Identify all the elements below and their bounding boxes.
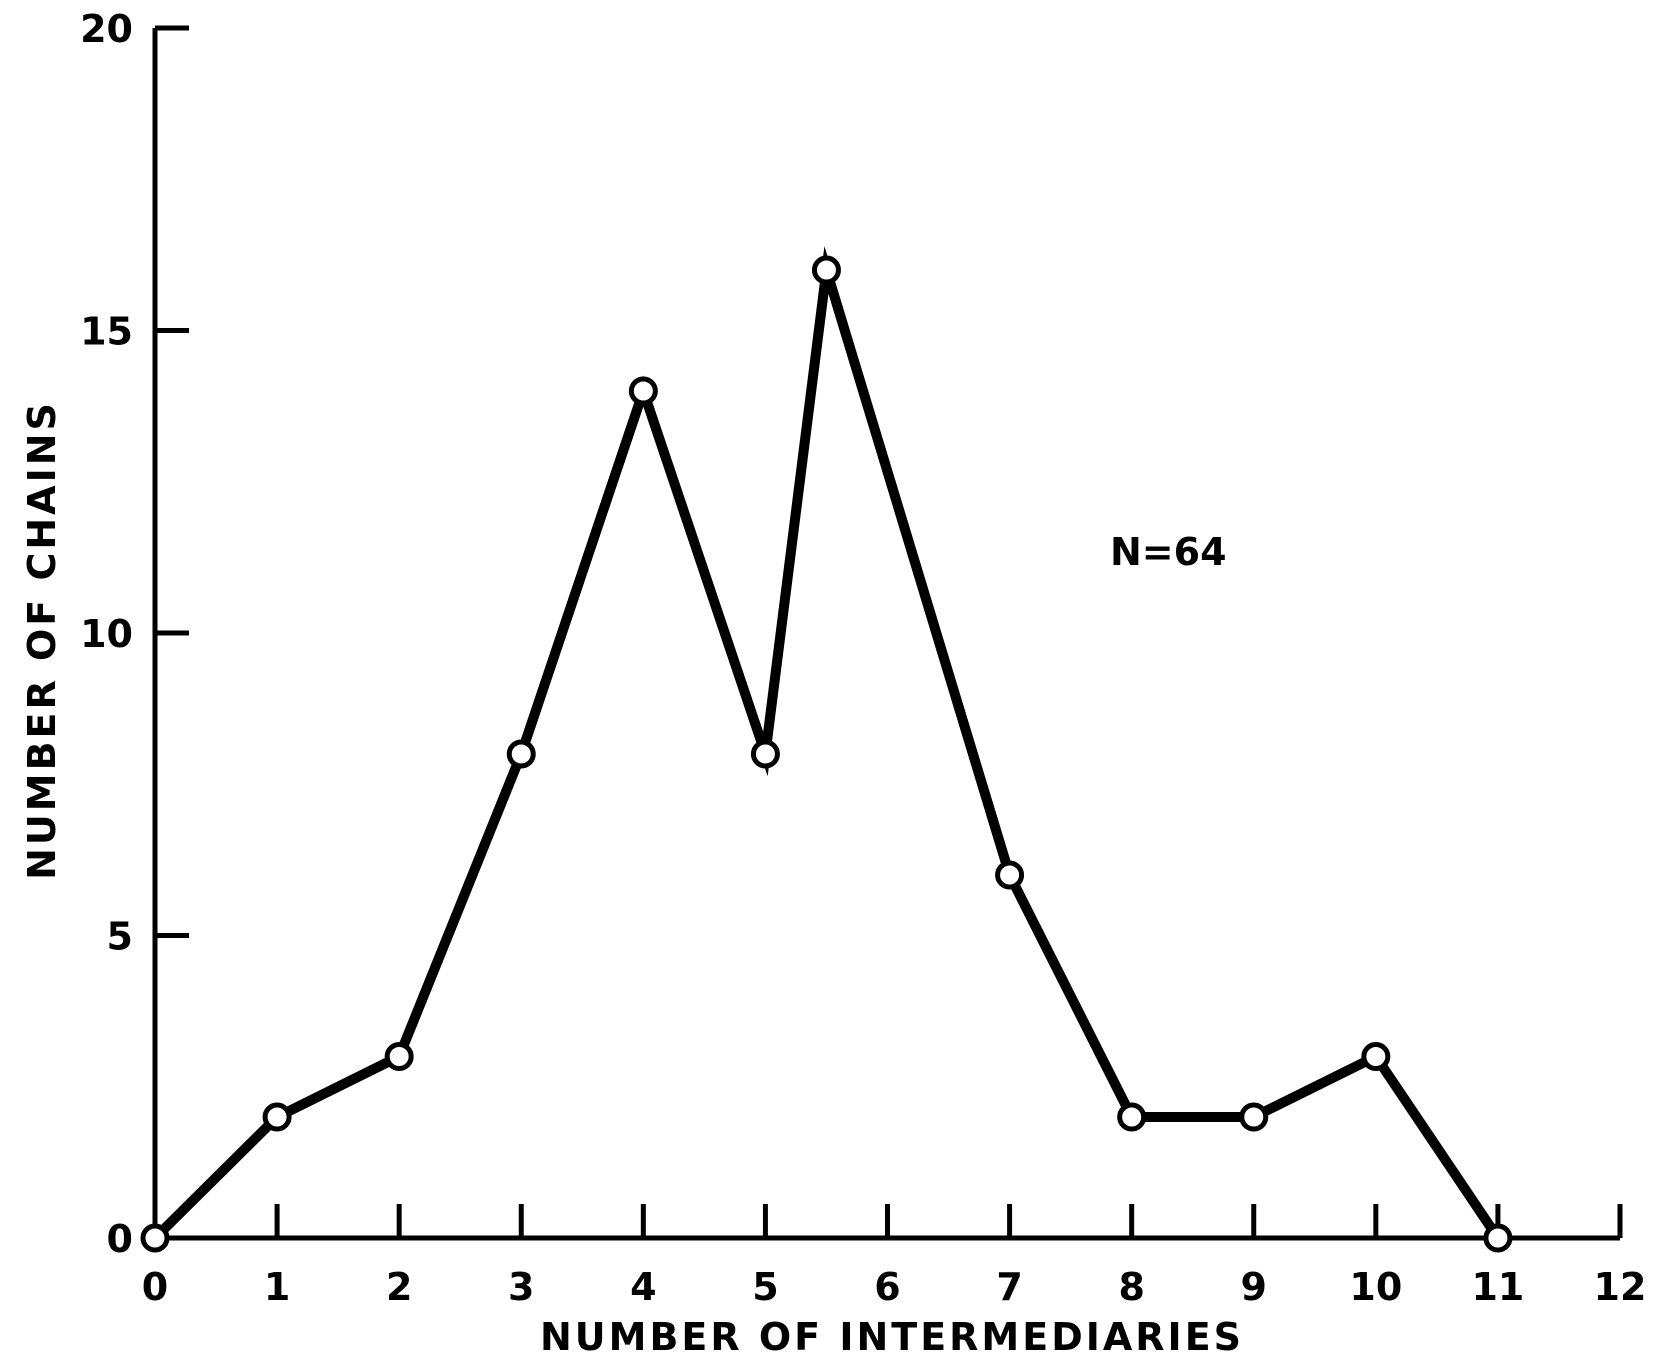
data-point bbox=[262, 1102, 292, 1132]
series-line bbox=[151, 246, 1503, 1242]
data-point bbox=[811, 255, 841, 285]
x-tick-label: 11 bbox=[1471, 1265, 1524, 1309]
x-tick-label: 8 bbox=[1118, 1265, 1144, 1309]
y-tick-label: 0 bbox=[107, 1217, 133, 1261]
data-point bbox=[1117, 1102, 1147, 1132]
x-tick-label: 6 bbox=[874, 1265, 900, 1309]
y-tick-label: 20 bbox=[80, 7, 133, 51]
data-point bbox=[384, 1042, 414, 1071]
x-tick-label: 3 bbox=[508, 1265, 534, 1309]
x-tick-label: 4 bbox=[630, 1265, 656, 1309]
x-tick-label: 10 bbox=[1349, 1265, 1402, 1309]
y-tick-label: 10 bbox=[80, 612, 133, 656]
x-tick-label: 0 bbox=[142, 1265, 168, 1309]
axes bbox=[152, 28, 1620, 1241]
data-point bbox=[140, 1223, 170, 1253]
data-point bbox=[1483, 1223, 1513, 1253]
x-tick-label: 2 bbox=[386, 1265, 412, 1309]
series-layer bbox=[151, 246, 1503, 1242]
data-point bbox=[1361, 1042, 1391, 1071]
x-tick-label: 1 bbox=[264, 1265, 290, 1309]
x-tick-label: 12 bbox=[1594, 1265, 1647, 1309]
data-point bbox=[995, 860, 1025, 890]
y-axis-ticks: 0 5 10 15 20 bbox=[80, 7, 189, 1261]
y-tick-label: 5 bbox=[107, 915, 133, 959]
data-point bbox=[628, 376, 658, 406]
y-axis-title: NUMBER OF CHAINS bbox=[20, 400, 64, 880]
x-tick-label: 9 bbox=[1241, 1265, 1267, 1309]
x-tick-label: 7 bbox=[996, 1265, 1022, 1309]
sample-size-annotation: N=64 bbox=[1110, 530, 1227, 574]
data-point bbox=[1239, 1102, 1269, 1132]
x-tick-label: 5 bbox=[752, 1265, 778, 1309]
y-tick-label: 15 bbox=[80, 310, 133, 354]
data-point bbox=[506, 739, 536, 769]
x-axis-title: NUMBER OF INTERMEDIARIES bbox=[540, 1315, 1244, 1359]
x-axis-ticks: 0 1 2 3 4 5 6 7 8 9 10 11 12 bbox=[142, 1204, 1647, 1309]
marker-layer bbox=[140, 255, 1513, 1253]
data-point bbox=[750, 739, 780, 769]
